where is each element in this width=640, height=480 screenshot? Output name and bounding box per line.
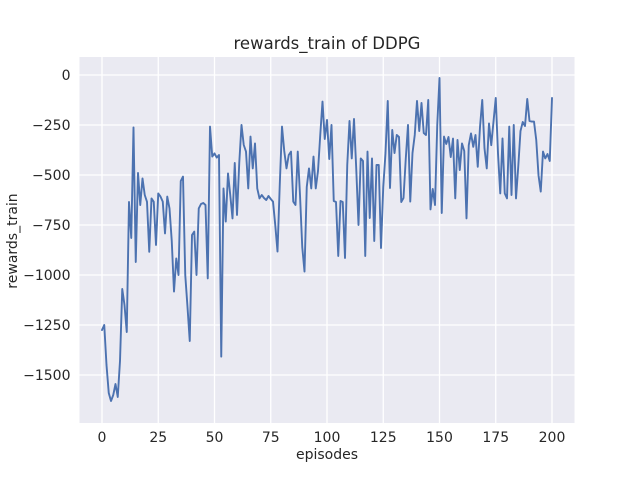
x-axis-label: episodes	[296, 447, 358, 463]
x-tick-label: 125	[370, 430, 397, 446]
x-tick-label: 200	[539, 430, 566, 446]
y-tick-label: 0	[62, 68, 71, 84]
x-tick-label: 175	[482, 430, 509, 446]
x-tick-label: 150	[426, 430, 453, 446]
reward-line	[101, 77, 553, 402]
series-layer	[101, 77, 553, 402]
y-tick-label: −1500	[23, 368, 70, 384]
x-tick-label: 75	[262, 430, 280, 446]
y-axis-label: rewards_train	[5, 193, 21, 288]
y-tick-label: −1000	[23, 268, 70, 284]
tick-label-layer: 0 25 50 75 100 125 150 175 200 0 −250 −500 −750 −1000…	[23, 68, 565, 446]
y-tick-label: −500	[32, 168, 70, 184]
y-tick-label: −250	[32, 118, 70, 134]
x-tick-label: 0	[98, 430, 107, 446]
chart-title: rewards_train of DDPG	[234, 34, 421, 54]
x-tick-label: 50	[206, 430, 224, 446]
x-tick-label: 25	[149, 430, 167, 446]
y-tick-label: −750	[32, 218, 70, 234]
x-tick-label: 100	[314, 430, 341, 446]
y-tick-label: −1250	[23, 318, 70, 334]
